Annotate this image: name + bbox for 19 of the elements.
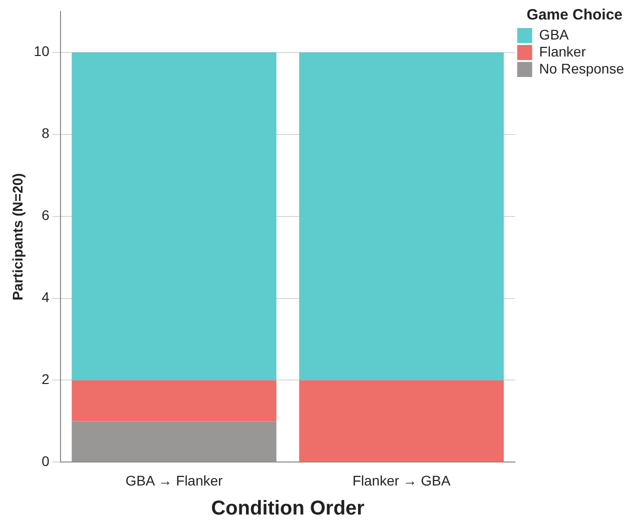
y-tick-label: 6: [42, 207, 50, 224]
y-tick-label: 8: [42, 125, 50, 142]
bar: [72, 380, 276, 422]
y-tick-label: 4: [42, 289, 50, 306]
y-tick-label: 2: [42, 371, 50, 388]
bar: [299, 380, 504, 462]
legend-label: Flanker: [539, 43, 586, 60]
x-tick-label: Flanker → GBA: [352, 472, 452, 488]
bar: [72, 52, 276, 380]
x-tick-label: GBA → Flanker: [125, 472, 224, 488]
legend-label: GBA: [539, 26, 570, 42]
bar: [72, 421, 276, 462]
bar: [299, 52, 504, 380]
y-tick-label: 10: [34, 43, 50, 60]
legend-title: Game Choice: [526, 6, 623, 24]
legend-label: No Response: [539, 60, 624, 76]
y-axis-title: Participants (N=20): [9, 173, 26, 300]
y-tick-label: 0: [42, 453, 50, 470]
x-axis-title: Condition Order: [211, 498, 365, 520]
